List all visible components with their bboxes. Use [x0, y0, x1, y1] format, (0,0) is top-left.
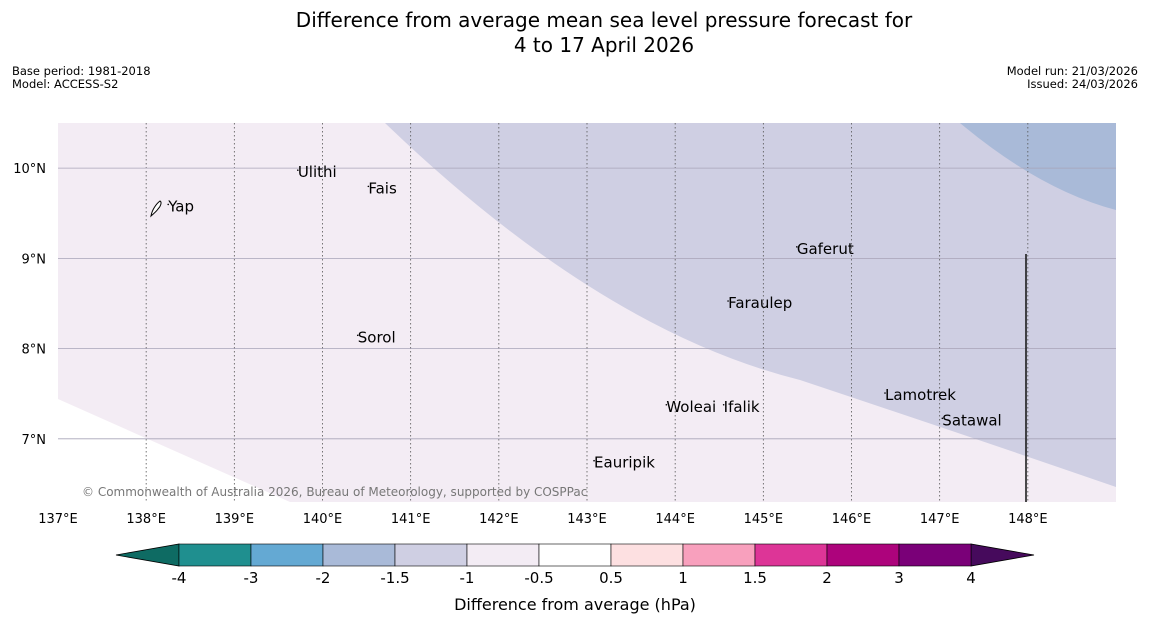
title-line-2: 4 to 17 April 2026 [513, 33, 695, 57]
colorbar-label: Difference from average (hPa) [454, 595, 696, 614]
place-label: Faraulep [728, 294, 792, 312]
colorbar-segment [610, 543, 684, 567]
lon-tick-label: 147°E [920, 512, 960, 527]
colorbar-under-arrow [115, 543, 180, 567]
place-marker [367, 185, 370, 188]
meta-left: Base period: 1981-2018 Model: ACCESS-S2 [12, 65, 151, 91]
place-label: Sorol [358, 328, 396, 346]
place-label: Gaferut [797, 240, 854, 258]
gridlines [58, 123, 1116, 502]
lon-tick-label: 139°E [215, 512, 255, 527]
colorbar: -4 -3 -2 -1.5 -1 -0.5 0.5 1 1.5 2 3 4 [115, 543, 1035, 587]
colorbar-segment [178, 543, 252, 567]
place-marker [722, 403, 725, 406]
colorbar-tick-label: -2 [316, 569, 331, 587]
copyright-text: © Commonwealth of Australia 2026, Bureau… [82, 485, 587, 499]
lon-tick-label: 137°E [38, 512, 78, 527]
colorbar-segment [754, 543, 828, 567]
place-marker [167, 203, 170, 206]
place-marker [593, 459, 595, 462]
place-marker [941, 417, 944, 420]
colorbar-over-arrow [970, 543, 1035, 567]
lon-tick-label: 146°E [832, 512, 872, 527]
place-marker [356, 334, 359, 337]
colorbar-tick-label: -4 [172, 569, 187, 587]
lon-tick-label: 138°E [126, 512, 166, 527]
place-label: Eauripik [594, 454, 655, 472]
colorbar-tick-label: 3 [894, 569, 904, 587]
place-label: Satawal [942, 411, 1001, 429]
colorbar-segment [898, 543, 972, 567]
lat-tick-label: 9°N [22, 252, 47, 267]
place-marker [796, 246, 798, 248]
lat-tick-label: 8°N [22, 343, 47, 358]
colorbar-tick-label: -0.5 [524, 569, 553, 587]
colorbar-tick-label: 4 [966, 569, 976, 587]
colorbar-tick-label: -1 [460, 569, 475, 587]
colorbar-segment [466, 543, 540, 567]
place-marker [297, 169, 299, 171]
title-line-1: Difference from average mean sea level p… [295, 8, 913, 32]
place-label: Fais [368, 179, 397, 197]
place-label: Ulithi [298, 163, 337, 181]
colorbar-tick-label: 0.5 [599, 569, 623, 587]
lon-tick-label: 143°E [567, 512, 607, 527]
latitude-labels: 10°N 9°N 8°N 7°N [13, 162, 46, 448]
issued-date: Issued: 24/03/2026 [1027, 77, 1138, 91]
place-labels: Yap Ulithi Fais Sorol Gaferut Faraulep Woleai I… [167, 163, 1002, 472]
colorbar-segment [322, 543, 396, 567]
model-name: Model: ACCESS-S2 [12, 77, 119, 91]
meta-right: Model run: 21/03/2026 Issued: 24/03/2026 [1007, 65, 1138, 91]
colorbar-tick-label: 1.5 [743, 569, 767, 587]
place-label: Woleai [666, 398, 716, 416]
base-period: Base period: 1981-2018 [12, 64, 151, 78]
pressure-band-1-to-1-5 [385, 123, 1116, 487]
place-label: Lamotrek [885, 386, 956, 404]
model-run: Model run: 21/03/2026 [1006, 64, 1138, 78]
place-marker [884, 392, 886, 394]
colorbar-tick-label: 1 [678, 569, 688, 587]
colorbar-segment [826, 543, 900, 567]
place-label: Yap [167, 197, 194, 215]
colorbar-tick-label: 2 [822, 569, 832, 587]
place-label: Ifalik [724, 398, 760, 416]
place-marker [665, 403, 668, 406]
colorbar-segment [250, 543, 324, 567]
lon-tick-label: 141°E [391, 512, 431, 527]
lon-tick-label: 145°E [744, 512, 784, 527]
yap-island-outline [150, 200, 162, 218]
place-marker [727, 300, 729, 302]
colorbar-tick-label: -3 [244, 569, 259, 587]
lon-tick-label: 144°E [655, 512, 695, 527]
colorbar-segment [538, 543, 612, 567]
lat-tick-label: 10°N [13, 162, 46, 177]
colorbar-tick-label: -1.5 [380, 569, 409, 587]
lon-tick-label: 140°E [303, 512, 343, 527]
lat-tick-label: 7°N [22, 433, 47, 448]
pressure-band-1-5-to-2 [960, 123, 1116, 210]
colorbar-segment [394, 543, 468, 567]
lon-tick-label: 148°E [1008, 512, 1048, 527]
colorbar-segment [682, 543, 756, 567]
longitude-labels: 137°E 138°E 139°E 140°E 141°E 142°E 143°E 144°E… [38, 512, 1047, 527]
lon-tick-label: 142°E [479, 512, 519, 527]
chart-title: Difference from average mean sea level p… [0, 8, 1150, 58]
